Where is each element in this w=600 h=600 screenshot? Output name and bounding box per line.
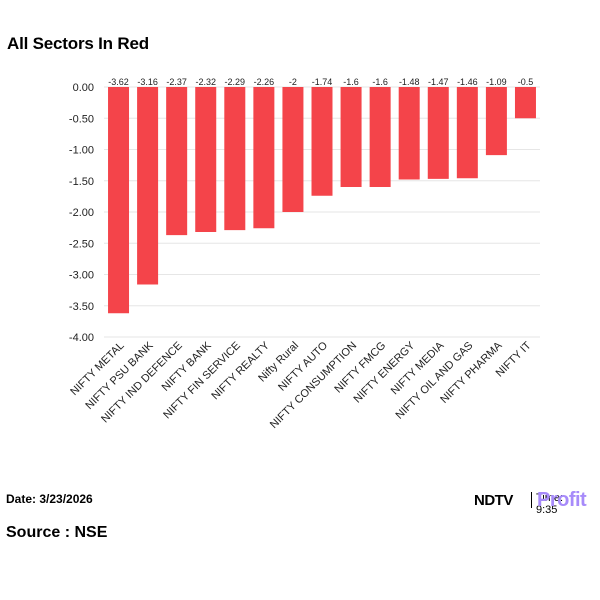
y-tick-label: 0.00 — [73, 82, 94, 94]
bar-value-label: -2 — [289, 77, 297, 87]
y-tick-label: -2.00 — [69, 207, 94, 219]
y-tick-label: -1.50 — [69, 176, 94, 188]
logo-divider — [531, 492, 532, 508]
bar-value-label: -2.37 — [166, 77, 187, 87]
bar-value-label: -2.26 — [254, 77, 275, 87]
bar — [253, 87, 275, 229]
logo-time-text: Time: 9:35 — [536, 492, 564, 516]
bar — [224, 87, 246, 231]
bar-value-label: -1.48 — [399, 77, 420, 87]
bar-value-label: -1.6 — [372, 77, 388, 87]
bar — [514, 87, 536, 119]
bar-value-label: -1.47 — [428, 77, 449, 87]
bar-value-label: -1.74 — [312, 77, 333, 87]
bar-value-label: -2.29 — [225, 77, 246, 87]
bar-value-label: -1.09 — [486, 77, 507, 87]
bar — [340, 87, 362, 187]
bar-value-label: -3.62 — [108, 77, 129, 87]
bar — [456, 87, 478, 179]
bar-value-label: -0.5 — [518, 77, 534, 87]
source-label: Source : NSE — [6, 524, 108, 541]
y-tick-label: -4.00 — [69, 332, 94, 344]
bar — [282, 87, 304, 212]
y-tick-label: -3.00 — [69, 270, 94, 282]
y-tick-label: -2.50 — [69, 238, 94, 250]
y-tick-label: -0.50 — [69, 113, 94, 125]
bar — [195, 87, 217, 232]
logo-ndtv-text: NDTV — [474, 492, 513, 509]
bar-value-label: -1.6 — [343, 77, 359, 87]
bar — [166, 87, 188, 236]
bar — [485, 87, 507, 156]
y-tick-label: -3.50 — [69, 301, 94, 313]
bar-value-label: -3.16 — [137, 77, 158, 87]
logo-profit-text: Profit — [537, 489, 587, 511]
bar — [398, 87, 420, 180]
date-label: Date: 3/23/2026 — [6, 492, 93, 506]
bar — [137, 87, 159, 285]
bar-value-label: -1.46 — [457, 77, 478, 87]
y-tick-label: -1.00 — [69, 145, 94, 157]
bar — [427, 87, 449, 179]
chart-title: All Sectors In Red — [7, 34, 149, 53]
bar — [369, 87, 391, 187]
bar — [108, 87, 130, 314]
bar-value-label: -2.32 — [195, 77, 216, 87]
bar-chart: 0.00 -0.50 -1.00 -1.50 -2.00 -2.50 -3.00 -3.50 -… — [68, 77, 540, 431]
bar — [311, 87, 333, 196]
